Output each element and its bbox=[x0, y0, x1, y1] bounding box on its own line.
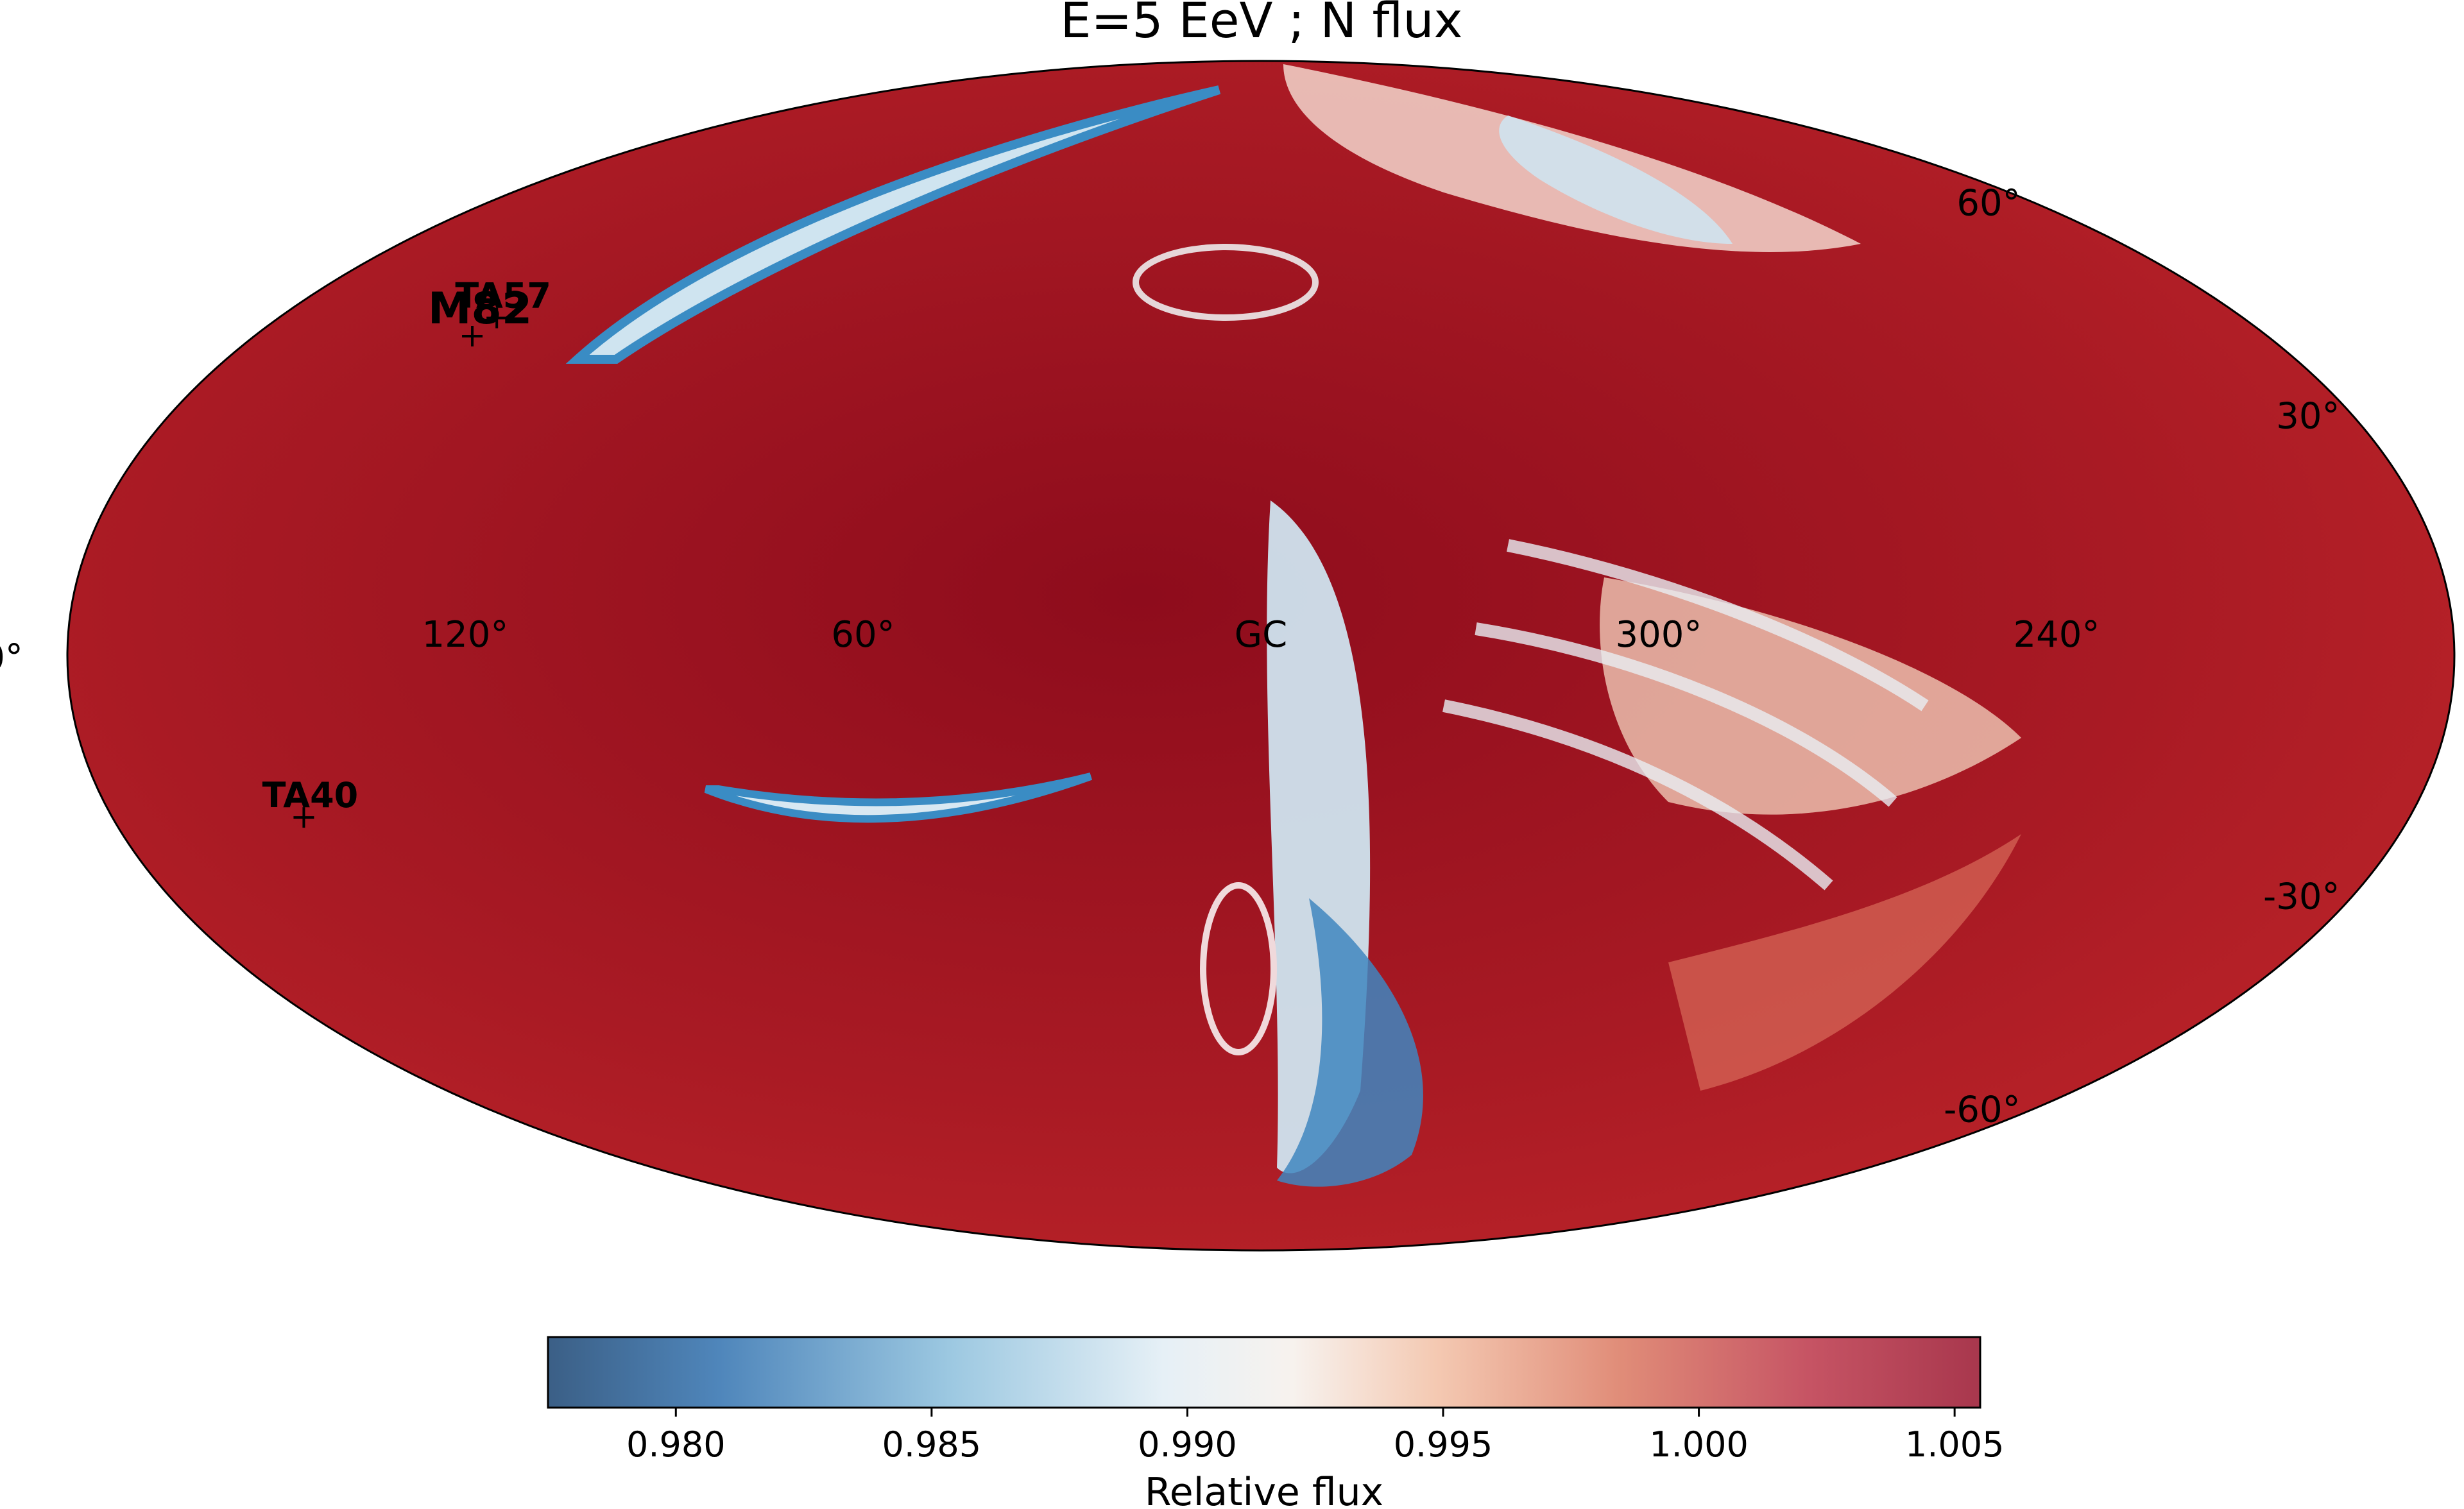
source-marker: TA57 bbox=[455, 276, 551, 328]
longitude-tick-label: 120° bbox=[422, 614, 509, 656]
chart-title: E=5 EeV ; N flux bbox=[1061, 0, 1463, 49]
longitude-tick-label: 60° bbox=[831, 614, 894, 656]
colorbar-tick-label: 1.000 bbox=[1649, 1424, 1749, 1465]
colorbar-label: Relative flux bbox=[1145, 1470, 1383, 1509]
longitude-tick-labels: 120° 60° GC 300° 240° bbox=[422, 614, 2100, 656]
plus-icon bbox=[486, 307, 508, 328]
northern-arc-band bbox=[565, 85, 1221, 364]
source-label: M82 bbox=[428, 284, 532, 334]
longitude-tick-label: GC bbox=[1235, 614, 1288, 656]
sky-map bbox=[67, 61, 2454, 1250]
upper-loop bbox=[1133, 244, 1319, 321]
source-label: TA40 bbox=[262, 775, 359, 815]
southern-pale-band bbox=[1668, 834, 2021, 1091]
colorbar-tick-label: 0.980 bbox=[626, 1424, 726, 1465]
latitude-tick-labels: 60° 30° -30° -60° bbox=[1944, 182, 2340, 1130]
western-swirl-lines bbox=[1442, 539, 1929, 891]
latitude-tick-label: 30° bbox=[2276, 396, 2340, 438]
longitude-tick-label: 300° bbox=[1616, 614, 1702, 656]
colorbar-tick-labels: 0.980 0.985 0.990 0.995 1.000 1.005 bbox=[626, 1408, 2004, 1465]
latitude-tick-label: 60° bbox=[1956, 182, 2020, 224]
latitude-tick-label: -60° bbox=[1944, 1089, 2020, 1131]
lower-loop bbox=[1200, 882, 1277, 1055]
western-swirl bbox=[1600, 577, 2021, 815]
source-marker: M82 bbox=[428, 284, 532, 347]
colorbar-tick-label: 0.990 bbox=[1138, 1424, 1237, 1465]
plus-icon bbox=[293, 807, 314, 828]
central-deep-blue bbox=[1277, 898, 1423, 1187]
southern-arm-band bbox=[704, 772, 1093, 823]
plus-icon bbox=[462, 326, 483, 347]
north-blue-patch bbox=[1499, 115, 1733, 244]
latitude-tick-label: -30° bbox=[2263, 876, 2340, 917]
colorbar-tick-label: 0.985 bbox=[882, 1424, 982, 1465]
edge-longitude-label: 0° bbox=[0, 637, 23, 679]
colorbar-tick-label: 1.005 bbox=[1905, 1424, 2005, 1465]
source-marker: TA40 bbox=[262, 775, 359, 828]
colorbar bbox=[547, 1336, 1981, 1409]
map-background bbox=[67, 61, 2454, 1250]
longitude-tick-label: 240° bbox=[2014, 614, 2100, 656]
map-border bbox=[66, 60, 2456, 1252]
source-label: TA57 bbox=[455, 276, 551, 316]
colorbar-tick-label: 0.995 bbox=[1394, 1424, 1493, 1465]
